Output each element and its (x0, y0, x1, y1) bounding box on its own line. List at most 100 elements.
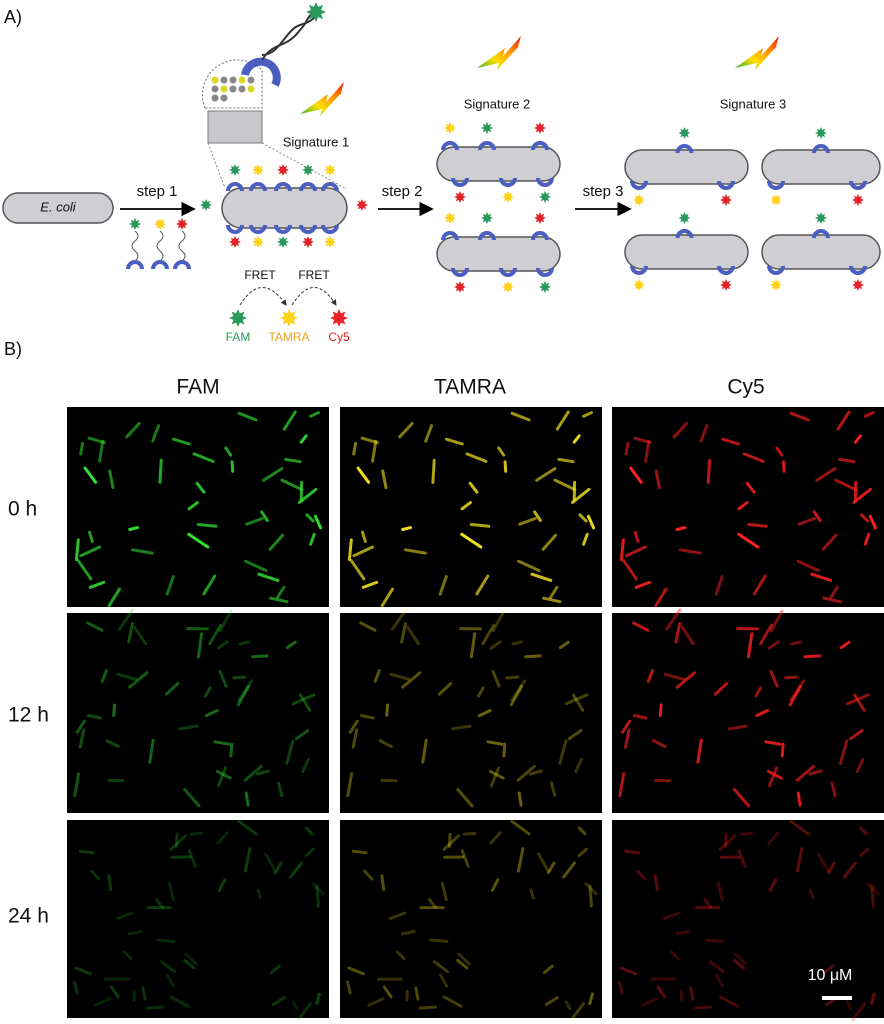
cell (436, 236, 561, 272)
bacterium (299, 434, 308, 444)
aptamer (151, 260, 169, 270)
bacterium (782, 460, 786, 473)
dye-star (534, 212, 546, 224)
bacterium (721, 437, 741, 446)
bacterium (243, 847, 252, 873)
bacterium (675, 671, 696, 689)
bacterium (863, 411, 875, 418)
bacterium (708, 960, 725, 974)
bacterium (128, 526, 139, 531)
dye-star (770, 194, 782, 206)
dye-star (678, 127, 691, 139)
bacterium (218, 609, 233, 633)
bacterium (442, 834, 461, 851)
bacterium (766, 769, 783, 780)
bacterium (348, 719, 359, 734)
bacterium (280, 478, 304, 492)
bacterium (404, 548, 427, 555)
bacterium (79, 545, 102, 558)
dye-star (815, 127, 827, 139)
library-bead (229, 85, 237, 93)
bacterium (860, 513, 870, 523)
aptamer (274, 182, 292, 192)
bacterium (79, 441, 85, 456)
bacterium (94, 997, 112, 1007)
aptamer (630, 265, 648, 275)
bacterium (274, 861, 283, 875)
bacterium (868, 514, 877, 530)
bacterium (524, 654, 542, 659)
bacterium (640, 997, 658, 1007)
bacterium (237, 679, 254, 702)
aptamer (531, 141, 549, 151)
bacterium (680, 625, 695, 646)
aptamer (478, 231, 496, 241)
bacterium (796, 559, 820, 572)
bacterium (654, 469, 661, 490)
bacterium (237, 411, 258, 422)
bacterium (530, 572, 553, 582)
bacterium (510, 819, 531, 836)
cell-label: E. coli (40, 199, 77, 214)
bacterium (634, 580, 652, 589)
bacterium (533, 510, 542, 522)
bacterium (839, 739, 849, 765)
bacterium (549, 585, 559, 599)
bacterium (817, 852, 830, 873)
aptamer (226, 182, 244, 192)
bacterium (218, 669, 228, 688)
bacterium (349, 559, 366, 581)
bacterium (511, 640, 523, 646)
bacterium (829, 585, 839, 599)
bacterium (477, 709, 492, 718)
bacterium (830, 781, 837, 798)
bacterium (578, 513, 588, 523)
bacterium (245, 517, 264, 526)
bacterium (754, 686, 762, 698)
bacterium (285, 739, 295, 765)
bacterium (431, 458, 436, 484)
library-bead (238, 76, 246, 84)
aptamer (849, 180, 867, 190)
bacterium (105, 739, 120, 748)
bacterium (621, 719, 632, 734)
micrograph (340, 613, 602, 813)
bacterium (790, 640, 802, 646)
bacterium (74, 538, 80, 561)
bacterium (797, 517, 817, 526)
dye-label: TAMRA (268, 330, 309, 344)
bacterium (347, 966, 365, 976)
fret-arrow (239, 287, 287, 306)
library-bead (220, 94, 228, 102)
bacterium (131, 548, 154, 555)
bacterium (127, 622, 134, 644)
bacterium (718, 834, 737, 851)
bacterium (812, 510, 822, 522)
bacterium (693, 1005, 713, 1010)
bacterium (367, 997, 385, 1007)
micrograph (340, 407, 602, 607)
bacterium (510, 679, 527, 702)
bacterium (187, 532, 210, 549)
bacterium (547, 861, 556, 875)
signature-label: Signature 1 (283, 134, 350, 149)
signal-bolt (300, 82, 344, 116)
bacterium (633, 530, 640, 543)
bacterium (853, 434, 862, 444)
column-header: FAM (176, 376, 219, 399)
bacterium (624, 441, 630, 456)
bacterium (195, 481, 206, 494)
dye-star (815, 212, 827, 224)
bacterium (298, 487, 318, 504)
bacterium (503, 460, 508, 473)
bacterium (389, 911, 407, 920)
bacterium (216, 640, 229, 650)
bacterium (815, 467, 837, 482)
bacterium (703, 898, 713, 909)
bacterium (863, 532, 871, 546)
library-bead (220, 76, 228, 84)
bacterium (808, 769, 823, 776)
bacterium (632, 621, 650, 632)
bacterium (518, 517, 537, 526)
dye-star (481, 122, 493, 134)
